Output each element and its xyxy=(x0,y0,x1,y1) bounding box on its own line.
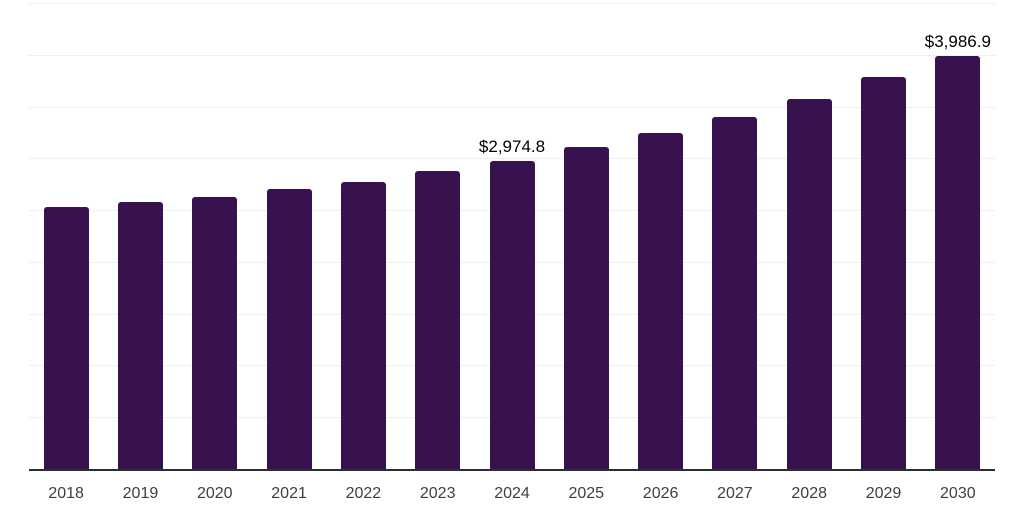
bar-2027 xyxy=(712,116,758,469)
bar-2019 xyxy=(117,201,163,469)
x-tick-label-2019: 2019 xyxy=(122,485,159,502)
bar-2025 xyxy=(563,146,609,469)
x-axis-line xyxy=(29,469,995,471)
bar-value-label-2030: $3,986.9 xyxy=(924,32,991,52)
bar-2030 xyxy=(935,56,981,469)
bar-2026 xyxy=(638,132,684,469)
bar-2021 xyxy=(266,189,312,469)
gridline xyxy=(29,3,995,4)
x-tick-label-2023: 2023 xyxy=(419,485,456,502)
x-tick-label-2024: 2024 xyxy=(494,485,530,502)
x-tick-label-2026: 2026 xyxy=(642,485,679,502)
bar-2029 xyxy=(861,76,907,469)
plot-area: $2,974.8 $3,986.9 xyxy=(29,3,995,469)
gridline xyxy=(29,158,995,160)
bar-value-label-2024: $2,974.8 xyxy=(478,136,546,156)
bar-2020 xyxy=(192,196,238,469)
bar-2022 xyxy=(340,181,386,469)
x-tick-label-2018: 2018 xyxy=(48,485,84,502)
x-axis-labels: 2018 2019 2020 2021 2022 2023 2024 2025 2026 2027… xyxy=(29,485,995,505)
x-tick-label-2028: 2028 xyxy=(791,485,827,502)
x-tick-label-2025: 2025 xyxy=(568,485,605,502)
bar-2023 xyxy=(415,171,461,469)
bar-2028 xyxy=(786,98,832,469)
gridline xyxy=(29,106,995,108)
gridline xyxy=(29,54,995,56)
bar-2024 xyxy=(489,160,535,469)
x-tick-label-2030: 2030 xyxy=(940,485,976,502)
x-tick-label-2029: 2029 xyxy=(865,485,902,502)
x-tick-label-2021: 2021 xyxy=(271,485,307,502)
bar-2018 xyxy=(43,207,89,469)
x-tick-label-2022: 2022 xyxy=(345,485,382,502)
x-tick-label-2027: 2027 xyxy=(717,485,753,502)
x-tick-label-2020: 2020 xyxy=(196,485,233,502)
